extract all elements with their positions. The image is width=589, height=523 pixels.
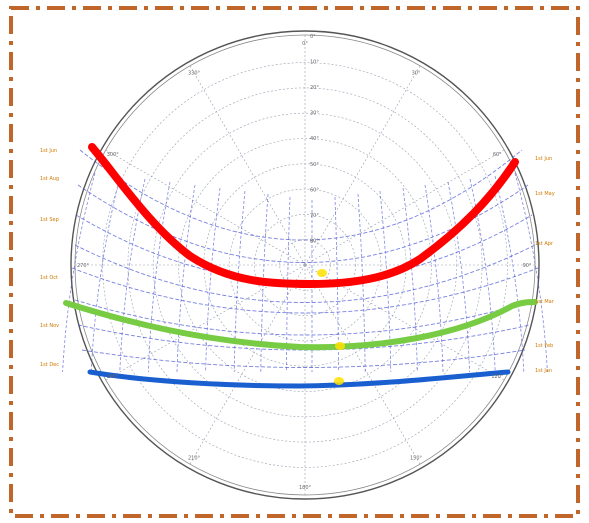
azimuth-label: 270° <box>77 263 90 269</box>
hour-line <box>424 184 444 373</box>
noon-marker <box>334 377 344 385</box>
azimuth-label: 210° <box>188 455 201 461</box>
date-arc <box>74 299 536 336</box>
date-label-right: 1st Apr <box>535 241 554 247</box>
hour-line <box>494 175 525 373</box>
altitude-ring <box>228 188 382 342</box>
altitude-ring <box>178 138 432 392</box>
azimuth-label: 30° <box>412 71 421 77</box>
altitude-label: 60° <box>310 187 319 193</box>
azimuth-label: 60° <box>493 152 502 158</box>
hour-line <box>260 193 269 373</box>
noon-marker <box>335 342 345 350</box>
azimuth-label: 300° <box>107 152 120 158</box>
hour-line <box>205 187 221 373</box>
highlight-curve-top <box>88 143 519 288</box>
date-label-right: 1st Feb <box>535 343 553 349</box>
date-arc <box>81 349 526 368</box>
date-label-right: 1st May <box>535 191 555 197</box>
date-label-left: 1st Aug <box>40 176 59 182</box>
date-label-left: 1st Oct <box>40 275 58 281</box>
hour-line <box>379 190 392 373</box>
diagram-labels: 0° 30° 60° 90° 120° 150° 180° 210° 240° 270° 300° 3… <box>40 34 555 491</box>
hour-line <box>90 175 121 373</box>
date-label-right: 1st Jan <box>535 368 552 374</box>
hour-line <box>62 172 96 373</box>
outer-ring <box>70 30 540 500</box>
date-label-right: 1st Mar <box>535 299 555 305</box>
solar-noon-markers <box>317 269 345 385</box>
date-label-left: 1st Sep <box>40 217 59 223</box>
highlight-curve-middle <box>63 299 538 351</box>
hour-line <box>447 181 470 373</box>
date-label-left: 1st Nov <box>40 323 59 329</box>
azimuth-label: 180° <box>299 485 312 491</box>
date-label-left: 1st Jun <box>40 148 57 154</box>
altitude-ring <box>152 112 458 418</box>
hour-line <box>514 172 548 373</box>
date-label-left: 1st Dec <box>40 362 59 368</box>
altitude-label: 0° <box>310 34 316 40</box>
azimuth-label: 240° <box>107 374 120 380</box>
date-arc <box>74 244 536 303</box>
altitude-label: 70° <box>310 213 319 219</box>
azimuth-label: 0° <box>302 41 308 47</box>
azimuth-label: 90° <box>523 263 532 269</box>
hour-line <box>469 178 496 373</box>
azimuth-label: 150° <box>410 455 423 461</box>
noon-marker <box>317 269 327 277</box>
altitude-label: 10° <box>310 60 319 66</box>
date-arc <box>71 267 539 314</box>
altitude-label: 50° <box>310 162 319 168</box>
altitude-ring <box>254 214 356 316</box>
date-arc <box>79 149 523 241</box>
hour-line <box>233 190 246 373</box>
date-label-right: 1st Jun <box>535 156 552 162</box>
altitude-label: 30° <box>310 111 319 117</box>
altitude-label: 40° <box>310 136 319 142</box>
hour-line <box>119 178 146 373</box>
azimuth-label: 120° <box>491 374 504 380</box>
altitude-ring <box>102 62 508 468</box>
polar-grid <box>70 30 540 500</box>
azimuth-label: 330° <box>188 71 201 77</box>
altitude-label: 20° <box>310 85 319 91</box>
azimuth-spoke <box>189 65 306 266</box>
hour-line <box>402 187 418 373</box>
hour-line <box>357 193 366 373</box>
hour-line <box>176 184 196 373</box>
altitude-label: 80° <box>310 238 319 244</box>
hour-line <box>148 181 171 373</box>
highlight-curve-bottom <box>87 369 511 389</box>
highlight-curves <box>63 143 538 389</box>
